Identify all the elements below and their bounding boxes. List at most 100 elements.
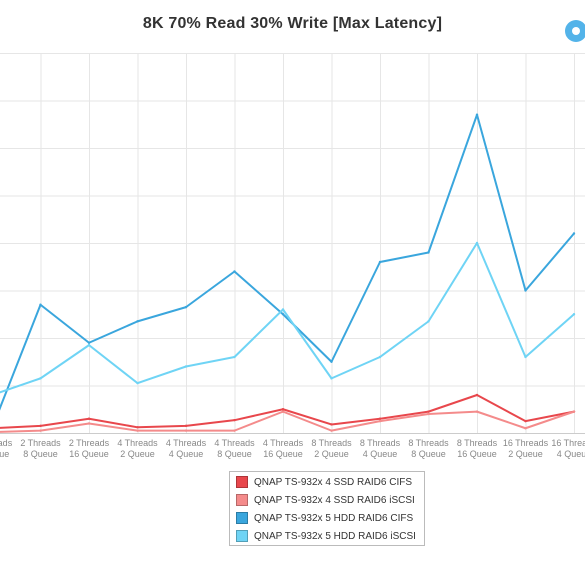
x-tick-label-line2: 16 Queue	[263, 449, 303, 459]
x-tick-label: 4 Threads 2 Queue	[117, 438, 158, 459]
legend: QNAP TS-932x 4 SSD RAID6 CIFS QNAP TS-93…	[229, 471, 425, 546]
series-1-point	[184, 424, 188, 428]
legend-label: QNAP TS-932x 4 SSD RAID6 CIFS	[254, 476, 413, 488]
x-tick-label-line1: 2 Threads	[69, 438, 110, 448]
series-2-point	[136, 429, 139, 432]
x-tick-label-line2: 8 Queue	[217, 449, 252, 459]
x-tick-label: 4 Threads 4 Queue	[166, 438, 207, 459]
series-4-point	[330, 377, 333, 380]
x-tick-label-line1: 4 Threads	[166, 438, 207, 448]
x-tick-label-line1: 1 Threads	[0, 438, 13, 448]
x-tick-label-line2: 16 Queue	[457, 449, 497, 459]
x-tick-label: 8 Threads 4 Queue	[360, 438, 401, 459]
x-tick-label: 8 Threads 8 Queue	[408, 438, 449, 459]
series-1-point	[136, 426, 139, 429]
series-3-point	[524, 289, 527, 292]
series-2-point	[572, 410, 576, 413]
x-tick-label: 8 Threads 16 Queue	[457, 438, 498, 459]
x-tick-label-line2: 4 Queue	[557, 449, 585, 459]
series-3-point	[378, 260, 382, 264]
series-3-point	[233, 270, 236, 273]
series-3-point	[184, 305, 188, 309]
series-4-point	[378, 355, 382, 359]
series-3-point	[87, 341, 91, 344]
legend-swatch	[236, 530, 248, 542]
series-1-point	[39, 424, 42, 428]
series-4-point	[39, 377, 42, 380]
series-1-point	[427, 410, 430, 413]
x-tick-label-line1: 4 Threads	[263, 438, 304, 448]
series-4-point	[184, 365, 188, 368]
x-tick-label-line2: 8 Queue	[411, 449, 446, 459]
series-1-point	[524, 419, 527, 423]
x-tick-label-line1: 16 Threads	[503, 438, 549, 448]
series-2-point	[184, 429, 188, 432]
series-2-point	[524, 427, 527, 430]
series-3-point	[39, 303, 42, 306]
series-3-point	[281, 313, 285, 316]
legend-label: QNAP TS-932x 5 HDD RAID6 CIFS	[254, 512, 414, 524]
x-tick-label-line2: 16 Queue	[69, 449, 109, 459]
series-1-point	[330, 423, 333, 426]
legend-label: QNAP TS-932x 4 SSD RAID6 iSCSI	[254, 494, 415, 506]
x-tick-label-line1: 4 Threads	[117, 438, 158, 448]
series-2-point	[475, 410, 479, 413]
x-tick-label-line2: 8 Queue	[23, 449, 58, 459]
legend-swatch	[236, 494, 248, 506]
chart-title: 8K 70% Read 30% Write [Max Latency]	[142, 15, 443, 32]
legend-item[interactable]: QNAP TS-932x 5 HDD RAID6 CIFS	[236, 511, 413, 525]
series-line-2	[0, 410, 575, 433]
series-2-point	[330, 429, 333, 432]
x-tick-label: 4 Threads 8 Queue	[214, 438, 255, 459]
series-1-point	[378, 417, 382, 420]
x-tick-label: 8 Threads 2 Queue	[311, 438, 352, 459]
legend-item[interactable]: QNAP TS-932x 4 SSD RAID6 CIFS	[236, 475, 412, 489]
series-3-point	[330, 360, 333, 363]
x-tick-label-line2: 2 Queue	[314, 449, 349, 459]
series-4-point	[136, 381, 139, 385]
chart-menu-button[interactable]	[565, 20, 585, 42]
series-3-point	[136, 320, 139, 323]
x-tick-label-line2: 2 Queue	[120, 449, 155, 459]
legend-swatch	[236, 476, 248, 488]
x-tick-label: 16 Threads 2 Queue	[503, 438, 549, 459]
x-tick-label: 2 Threads 16 Queue	[69, 438, 110, 459]
x-tick-label-line1: 2 Threads	[20, 438, 61, 448]
series-4-point	[524, 355, 527, 359]
x-tick-label-line2: 4 Queue	[363, 449, 398, 459]
series-2-point	[87, 422, 91, 425]
legend-item[interactable]: QNAP TS-932x 4 SSD RAID6 iSCSI	[236, 493, 415, 507]
legend-item[interactable]: QNAP TS-932x 5 HDD RAID6 iSCSI	[236, 529, 416, 543]
series-3-point	[475, 113, 479, 116]
series-line-3	[0, 113, 575, 411]
series-1-point	[281, 408, 285, 411]
series-1-point	[87, 417, 91, 420]
series-4-point	[427, 320, 430, 323]
chart-menu-icon	[572, 27, 580, 35]
x-tick-label-line1: 16 Threads	[551, 438, 585, 448]
series-3-point	[427, 251, 430, 254]
series-4-point	[475, 241, 479, 245]
x-tick-label-line1: 4 Threads	[214, 438, 255, 448]
series-1-point	[233, 418, 236, 422]
series-2-point	[427, 412, 430, 416]
x-tick-label-line1: 8 Threads	[457, 438, 498, 448]
x-tick-label: 2 Threads 8 Queue	[20, 438, 61, 459]
x-tick-label-line2: 2 Queue	[508, 449, 543, 459]
series-3-point	[572, 232, 576, 235]
series-2-point	[39, 429, 42, 432]
series-4-point	[87, 343, 91, 347]
legend-label: QNAP TS-932x 5 HDD RAID6 iSCSI	[254, 530, 416, 542]
x-tick-label-line2: 2 Queue	[0, 449, 9, 459]
series-4-point	[572, 313, 576, 316]
series-2-point	[281, 410, 285, 413]
legend-swatch	[236, 512, 248, 524]
series-4-point	[233, 355, 236, 359]
x-tick-label-line2: 4 Queue	[169, 449, 204, 459]
x-tick-label: 4 Threads 16 Queue	[263, 438, 304, 459]
series-1-point	[475, 393, 479, 397]
series-4-point	[281, 308, 285, 311]
